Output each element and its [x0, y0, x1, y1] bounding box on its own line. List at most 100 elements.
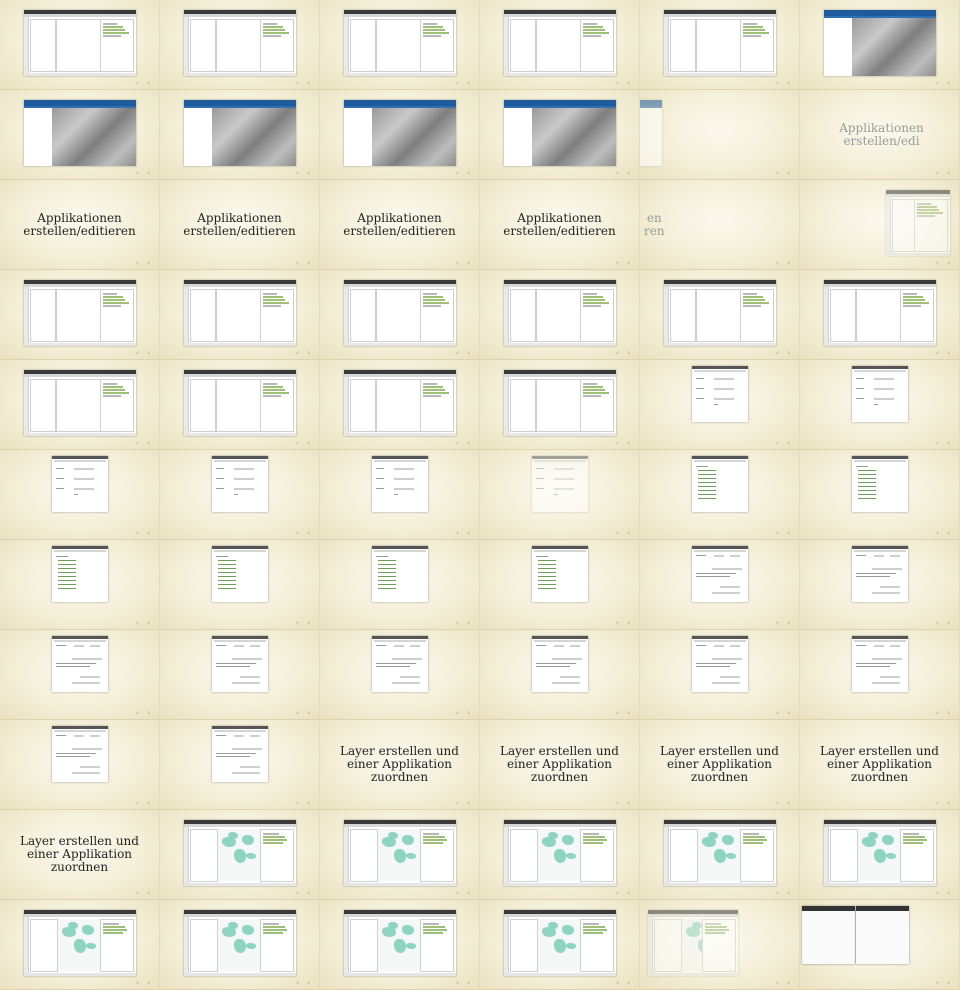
slide-thumbnail[interactable]: ‹ › [160, 270, 320, 360]
slide-nav-arrows[interactable]: ‹ › [296, 709, 313, 717]
slide-thumbnail[interactable]: ‹ › [480, 630, 640, 720]
slide-nav-arrows[interactable]: ‹ › [936, 889, 953, 897]
slide-thumbnail[interactable]: ‹ › [480, 540, 640, 630]
slide-thumbnail[interactable]: ‹ › [320, 360, 480, 450]
slide-nav-arrows[interactable]: ‹ › [456, 709, 473, 717]
slide-nav-arrows[interactable]: ‹ › [776, 979, 793, 987]
slide-nav-arrows[interactable]: ‹ › [296, 889, 313, 897]
slide-nav-arrows[interactable]: ‹ › [456, 169, 473, 177]
slide-nav-arrows[interactable]: ‹ › [616, 709, 633, 717]
slide-thumbnail[interactable]: Layer erstellen und einer Applikation zu… [480, 720, 640, 810]
slide-nav-arrows[interactable]: ‹ › [616, 259, 633, 267]
slide-nav-arrows[interactable]: ‹ › [296, 349, 313, 357]
slide-nav-arrows[interactable]: ‹ › [136, 439, 153, 447]
slide-nav-arrows[interactable]: ‹ › [456, 79, 473, 87]
slide-thumbnail[interactable]: ‹ › [0, 900, 160, 990]
slide-thumbnail[interactable]: ‹ › [160, 360, 320, 450]
slide-thumbnail[interactable]: ‹ › [640, 450, 800, 540]
slide-nav-arrows[interactable]: ‹ › [936, 619, 953, 627]
slide-nav-arrows[interactable]: ‹ › [296, 619, 313, 627]
slide-thumbnail[interactable]: ‹ › [800, 450, 960, 540]
slide-thumbnail[interactable]: ‹ › [640, 810, 800, 900]
slide-thumbnail[interactable]: Applikationen erstellen/editieren ‹ › [0, 180, 160, 270]
slide-nav-arrows[interactable]: ‹ › [936, 529, 953, 537]
slide-nav-arrows[interactable]: ‹ › [936, 799, 953, 807]
slide-thumbnail[interactable]: ‹ › [0, 90, 160, 180]
slide-thumbnail[interactable]: ‹ › [160, 810, 320, 900]
slide-nav-arrows[interactable]: ‹ › [136, 79, 153, 87]
slide-nav-arrows[interactable]: ‹ › [456, 619, 473, 627]
slide-nav-arrows[interactable]: ‹ › [616, 349, 633, 357]
slide-thumbnail[interactable]: ‹ › [0, 270, 160, 360]
slide-nav-arrows[interactable]: ‹ › [616, 439, 633, 447]
slide-thumbnail[interactable]: ‹ › [800, 270, 960, 360]
slide-nav-arrows[interactable]: ‹ › [616, 889, 633, 897]
slide-thumbnail[interactable]: ‹ › [160, 90, 320, 180]
slide-thumbnail[interactable]: ‹ › [160, 720, 320, 810]
slide-thumbnail[interactable]: ‹ › [320, 810, 480, 900]
slide-thumbnail[interactable]: Applikationen erstellen/editieren ‹ › [480, 180, 640, 270]
slide-nav-arrows[interactable]: ‹ › [936, 259, 953, 267]
slide-thumbnail[interactable]: ‹ › [0, 450, 160, 540]
slide-nav-arrows[interactable]: ‹ › [936, 709, 953, 717]
slide-nav-arrows[interactable]: ‹ › [296, 529, 313, 537]
slide-thumbnail[interactable]: ‹ › [480, 360, 640, 450]
slide-nav-arrows[interactable]: ‹ › [456, 259, 473, 267]
slide-thumbnail[interactable]: Layer erstellen und einer Applikation zu… [800, 720, 960, 810]
slide-thumbnail[interactable]: ‹ › [640, 0, 800, 90]
slide-nav-arrows[interactable]: ‹ › [616, 979, 633, 987]
slide-thumbnail[interactable]: Applikationen erstellen/editieren ‹ › [320, 180, 480, 270]
slide-nav-arrows[interactable]: ‹ › [936, 349, 953, 357]
slide-thumbnail[interactable]: ‹ › [640, 90, 800, 180]
slide-nav-arrows[interactable]: ‹ › [776, 889, 793, 897]
slide-thumbnail[interactable]: ‹ › [480, 900, 640, 990]
slide-nav-arrows[interactable]: ‹ › [136, 259, 153, 267]
slide-thumbnail[interactable]: ‹ › [320, 630, 480, 720]
slide-thumbnail[interactable]: ‹ › [480, 810, 640, 900]
slide-nav-arrows[interactable]: ‹ › [936, 169, 953, 177]
slide-thumbnail[interactable]: ‹ › [480, 270, 640, 360]
slide-thumbnail[interactable]: ‹ › [0, 0, 160, 90]
slide-thumbnail[interactable]: ‹ › [800, 0, 960, 90]
slide-thumbnail[interactable]: ‹ › [800, 180, 960, 270]
slide-thumbnail[interactable]: ‹ › [320, 900, 480, 990]
slide-nav-arrows[interactable]: ‹ › [936, 439, 953, 447]
slide-thumbnail[interactable]: ‹ › [640, 900, 800, 990]
slide-nav-arrows[interactable]: ‹ › [936, 979, 953, 987]
slide-nav-arrows[interactable]: ‹ › [776, 259, 793, 267]
slide-nav-arrows[interactable]: ‹ › [616, 529, 633, 537]
slide-nav-arrows[interactable]: ‹ › [136, 709, 153, 717]
slide-thumbnail[interactable]: ‹ › [800, 630, 960, 720]
slide-nav-arrows[interactable]: ‹ › [456, 979, 473, 987]
slide-thumbnail[interactable]: Layer erstellen und einer Applikation zu… [0, 810, 160, 900]
slide-thumbnail[interactable]: ‹ › [320, 450, 480, 540]
slide-nav-arrows[interactable]: ‹ › [296, 169, 313, 177]
slide-thumbnail[interactable]: ‹ › [0, 720, 160, 810]
slide-thumbnail[interactable]: ‹ › [160, 900, 320, 990]
slide-thumbnail[interactable]: Applikationen erstellen/editieren ‹ › [160, 180, 320, 270]
slide-nav-arrows[interactable]: ‹ › [296, 79, 313, 87]
slide-thumbnail[interactable]: en ren ‹ › [640, 180, 800, 270]
slide-nav-arrows[interactable]: ‹ › [776, 439, 793, 447]
slide-thumbnail[interactable]: ‹ › [800, 540, 960, 630]
slide-thumbnail[interactable]: ‹ › [320, 270, 480, 360]
slide-thumbnail[interactable]: ‹ › [640, 270, 800, 360]
slide-thumbnail[interactable]: ‹ › [800, 900, 960, 990]
slide-nav-arrows[interactable]: ‹ › [456, 799, 473, 807]
slide-nav-arrows[interactable]: ‹ › [136, 169, 153, 177]
slide-nav-arrows[interactable]: ‹ › [616, 619, 633, 627]
slide-thumbnail[interactable]: ‹ › [160, 450, 320, 540]
slide-nav-arrows[interactable]: ‹ › [136, 889, 153, 897]
slide-thumbnail[interactable]: ‹ › [800, 810, 960, 900]
slide-nav-arrows[interactable]: ‹ › [136, 799, 153, 807]
slide-nav-arrows[interactable]: ‹ › [136, 619, 153, 627]
slide-nav-arrows[interactable]: ‹ › [776, 799, 793, 807]
slide-thumbnail[interactable]: ‹ › [320, 540, 480, 630]
slide-nav-arrows[interactable]: ‹ › [616, 79, 633, 87]
slide-nav-arrows[interactable]: ‹ › [936, 79, 953, 87]
slide-nav-arrows[interactable]: ‹ › [776, 529, 793, 537]
slide-thumbnail[interactable]: ‹ › [640, 540, 800, 630]
slide-thumbnail[interactable]: ‹ › [320, 90, 480, 180]
slide-thumbnail[interactable]: ‹ › [480, 90, 640, 180]
slide-nav-arrows[interactable]: ‹ › [456, 439, 473, 447]
